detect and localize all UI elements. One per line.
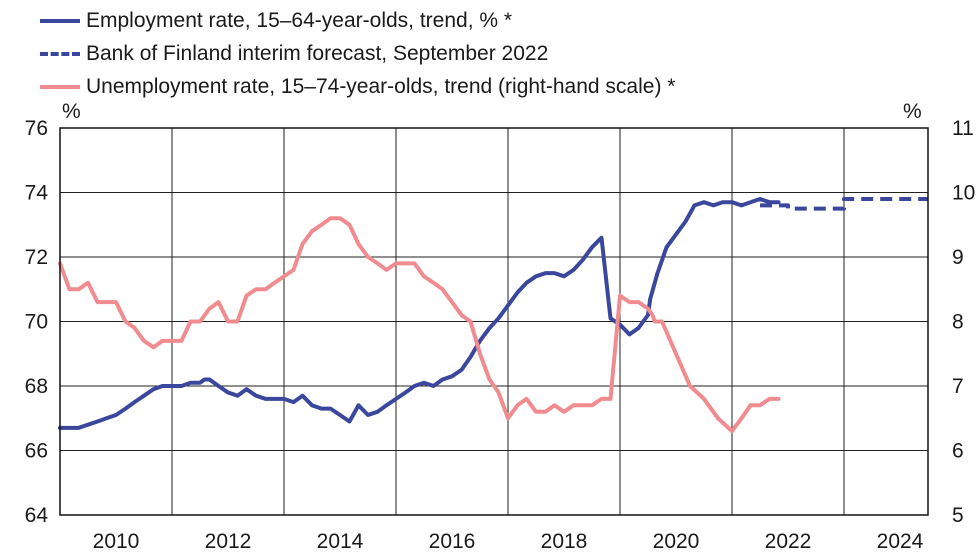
legend-item-unemployment: Unemployment rate, 15–74-year-olds, tren… xyxy=(40,70,940,103)
legend-label-forecast: Bank of Finland interim forecast, Septem… xyxy=(86,41,549,65)
series-lines xyxy=(58,197,928,434)
x-tick-label: 2018 xyxy=(541,530,588,553)
legend-swatch-unemployment xyxy=(40,84,80,89)
series-line-employment xyxy=(58,197,781,430)
legend-label-employment: Employment rate, 15–64-year-olds, trend,… xyxy=(86,8,513,32)
y-right-tick-label: 8 xyxy=(952,311,964,334)
axis-ticks: 64 66 68 70 72 74 76 5 6 7 8 9 10 11 2010 2012 2014 2016 2… xyxy=(25,117,976,553)
x-tick-label: 2020 xyxy=(653,530,700,553)
y-right-tick-label: 10 xyxy=(952,182,975,205)
x-tick-label: 2012 xyxy=(205,530,252,553)
y-right-tick-label: 5 xyxy=(952,504,964,527)
chart-legend: Employment rate, 15–64-year-olds, trend,… xyxy=(40,4,940,103)
y-left-tick-label: 74 xyxy=(25,182,49,205)
y-right-tick-label: 6 xyxy=(952,440,964,463)
legend-item-employment: Employment rate, 15–64-year-olds, trend,… xyxy=(40,4,940,37)
x-tick-label: 2022 xyxy=(765,530,812,553)
y-left-tick-label: 66 xyxy=(25,440,48,463)
legend-label-unemployment: Unemployment rate, 15–74-year-olds, tren… xyxy=(86,74,676,98)
series-line-forecast xyxy=(760,197,928,211)
plot-frame xyxy=(59,127,929,516)
gridlines xyxy=(60,128,928,515)
series-line-unemployment xyxy=(58,216,781,434)
y-left-tick-label: 70 xyxy=(25,311,48,334)
y-right-tick-label: 11 xyxy=(952,117,974,140)
legend-swatch-employment xyxy=(40,18,80,23)
x-tick-label: 2024 xyxy=(877,530,924,553)
y-left-tick-label: 68 xyxy=(25,375,48,398)
y-right-tick-label: 7 xyxy=(952,375,964,398)
y-left-tick-label: 64 xyxy=(25,504,49,527)
x-tick-label: 2010 xyxy=(93,530,140,553)
x-tick-label: 2016 xyxy=(429,530,476,553)
legend-swatch-forecast xyxy=(40,51,80,56)
left-axis-unit: % xyxy=(62,100,81,123)
legend-item-forecast: Bank of Finland interim forecast, Septem… xyxy=(40,37,940,70)
right-axis-unit: % xyxy=(903,100,922,123)
y-left-tick-label: 72 xyxy=(25,246,48,269)
x-tick-label: 2014 xyxy=(317,530,364,553)
y-left-tick-label: 76 xyxy=(25,117,48,140)
y-right-tick-label: 9 xyxy=(952,246,964,269)
